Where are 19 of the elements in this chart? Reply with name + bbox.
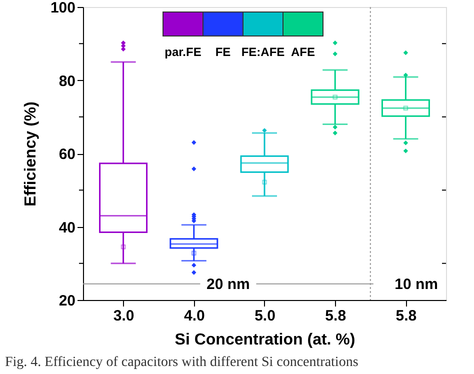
legend-label: par.FE: [164, 45, 202, 59]
x-tick-label: 4.0: [184, 308, 205, 324]
y-tick-label: 60: [58, 146, 76, 163]
legend-label: FE:AFE: [241, 45, 285, 59]
ref-line-label: 20 nm: [206, 276, 250, 293]
x-tick-label: 5.8: [325, 308, 346, 324]
y-tick-label: 100: [50, 0, 76, 16]
x-tick-label: 5.0: [254, 308, 276, 324]
legend-label: AFE: [291, 45, 315, 59]
annotation: 10 nm: [394, 276, 438, 293]
y-tick-label: 40: [58, 219, 76, 236]
y-tick-label: 20: [58, 292, 76, 310]
x-axis-title: Si Concentration (at. %): [174, 332, 356, 348]
y-tick-label: 80: [58, 72, 76, 90]
x-tick-label: 5.8: [396, 308, 417, 324]
caption: Fig. 4. Efficiency of capacitors with different Si concentrations: [5, 355, 358, 370]
x-tick-label: 3.0: [113, 308, 134, 324]
y-axis-title: Efficiency (%): [22, 102, 40, 206]
legend-label: FE: [215, 45, 231, 59]
